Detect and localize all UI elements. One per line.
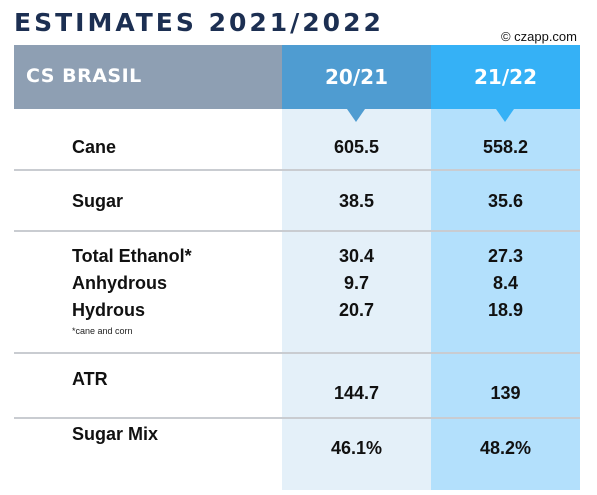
row-divider — [14, 352, 580, 354]
row-label-total-ethanol: Total Ethanol* — [72, 246, 192, 266]
column-21-22-background — [431, 109, 580, 490]
row-label-sugar-mix: Sugar Mix — [72, 424, 159, 444]
sugar-mix-value-20-21: 46.1% — [330, 438, 383, 458]
ethanol-footnote: *cane and corn — [72, 326, 133, 336]
total-ethanol-value-20-21: 30.4 — [338, 246, 375, 266]
row-label-hydrous: Hydrous — [72, 300, 146, 320]
anhydrous-value-20-21: 9.7 — [343, 273, 370, 293]
row-divider — [14, 417, 580, 419]
sugar-value-20-21: 38.5 — [338, 191, 375, 211]
atr-value-20-21: 144.7 — [333, 383, 380, 403]
row-divider — [14, 169, 580, 171]
column-header-21-22: 21/22 — [431, 45, 580, 109]
cane-value-21-22: 558.2 — [482, 137, 529, 157]
anhydrous-value-21-22: 8.4 — [492, 273, 519, 293]
row-divider — [14, 230, 580, 232]
row-label-sugar: Sugar — [72, 191, 124, 211]
row-label-cane: Cane — [72, 137, 117, 157]
sugar-value-21-22: 35.6 — [487, 191, 524, 211]
column-header-21-22-pointer — [496, 109, 514, 122]
hydrous-value-21-22: 18.9 — [487, 300, 524, 320]
total-ethanol-value-21-22: 27.3 — [487, 246, 524, 266]
column-header-20-21-pointer — [347, 109, 365, 122]
copyright-credit: © czapp.com — [500, 29, 577, 44]
row-label-anhydrous: Anhydrous — [72, 273, 168, 293]
sugar-mix-value-21-22: 48.2% — [479, 438, 532, 458]
region-header: CS BRASIL — [14, 45, 282, 109]
hydrous-value-20-21: 20.7 — [338, 300, 375, 320]
cane-value-20-21: 605.5 — [333, 137, 380, 157]
atr-value-21-22: 139 — [490, 383, 521, 403]
column-20-21-background — [282, 109, 431, 490]
column-header-20-21: 20/21 — [282, 45, 431, 109]
page-title: ESTIMATES 2021/2022 — [14, 8, 384, 37]
region-label: CS BRASIL — [26, 65, 142, 87]
row-label-atr: ATR — [72, 369, 108, 389]
